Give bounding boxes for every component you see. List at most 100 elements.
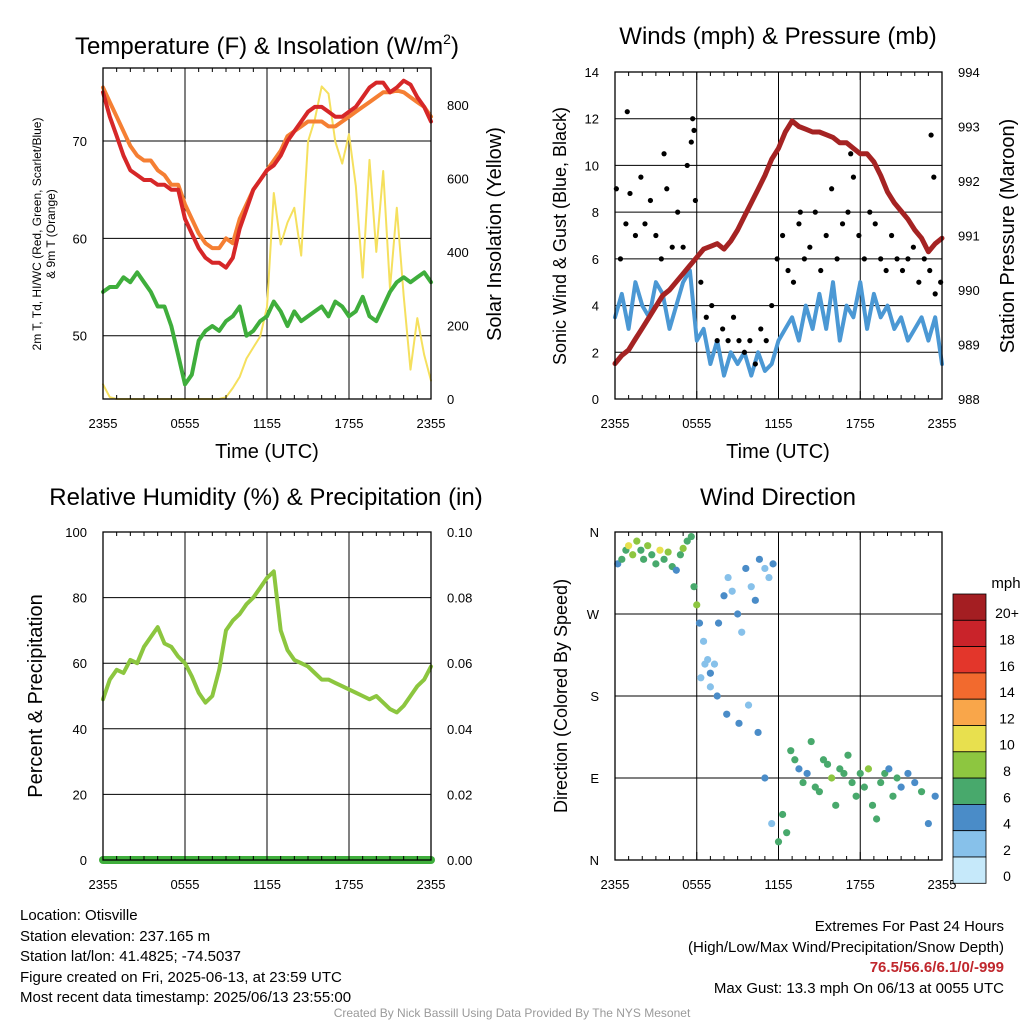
extremes-info: Extremes For Past 24 Hours (High/Low/Max… — [688, 917, 1004, 999]
gust-point — [703, 314, 709, 320]
direction-point — [676, 551, 685, 559]
wind-ylabel: Sonic Wind & Gust (Blue, Black) — [550, 107, 570, 365]
direction-point — [738, 628, 746, 636]
gust-point — [680, 244, 686, 250]
colorbar-label: 12 — [999, 710, 1015, 726]
colorbar-label: 18 — [999, 631, 1015, 647]
colorbar-label: 8 — [1003, 763, 1011, 779]
gust-point — [709, 302, 715, 309]
gust-point — [688, 139, 694, 145]
dir-ylabel: Direction (Colored By Speed) — [551, 579, 571, 813]
gust-point — [878, 256, 884, 262]
gust-point — [684, 162, 690, 169]
y-tick-label: 6 — [592, 252, 599, 267]
temperature-panel: Temperature (F) & Insolation (W/m2) 2355… — [30, 31, 506, 463]
colorbar-swatch — [952, 646, 987, 674]
direction-point — [618, 555, 626, 563]
temp-title: Temperature (F) & Insolation (W/m2) — [75, 31, 459, 60]
direction-point — [724, 573, 732, 582]
wind-ticks-layer: 2355 0555 1155 1755 235502468101214988989990… — [585, 65, 980, 431]
direction-point — [710, 660, 719, 668]
gust-point — [747, 338, 753, 344]
station-latlon: Station lat/lon: 41.4825; -74.5037 — [20, 948, 242, 965]
y-tick-label: 0 — [592, 392, 599, 407]
y2-tick-label: 994 — [958, 65, 980, 80]
y-tick-label: 4 — [592, 299, 599, 314]
y2-tick-label: 993 — [958, 120, 980, 135]
colorbar-label: 6 — [1003, 789, 1011, 805]
colorbar-label: 4 — [1003, 816, 1011, 832]
sonic-wind-line — [613, 268, 944, 378]
gust-point — [617, 256, 624, 262]
colorbar-label: 0 — [1003, 868, 1011, 884]
gust-point — [669, 244, 675, 250]
direction-point — [877, 778, 885, 787]
direction-point — [687, 532, 695, 541]
direction-point — [778, 810, 787, 819]
y-tick-label: 100 — [65, 525, 87, 540]
y-tick-label: E — [590, 771, 599, 786]
direction-point — [644, 542, 652, 550]
direction-point — [723, 710, 731, 718]
x-tick-label: 1155 — [253, 416, 281, 431]
gust-point — [916, 279, 922, 285]
y2-tick-label: 988 — [958, 392, 980, 407]
direction-point — [625, 542, 633, 550]
direction-point — [864, 765, 873, 773]
direction-point — [844, 751, 852, 759]
dewpoint-line — [101, 270, 433, 387]
rh-panel: Relative Humidity (%) & Precipitation (i… — [25, 484, 483, 892]
y-tick-label: 10 — [585, 158, 599, 173]
direction-point — [783, 829, 791, 837]
direction-point — [656, 546, 664, 554]
direction-point — [795, 765, 803, 773]
x-tick-label: 2355 — [928, 877, 957, 892]
y2-tick-label: 0.10 — [447, 525, 472, 540]
direction-point — [815, 788, 823, 796]
colorbar-swatch — [952, 593, 987, 621]
y2-tick-label: 0.02 — [447, 787, 472, 802]
gust-point — [690, 116, 696, 122]
y2-tick-label: 400 — [447, 245, 469, 260]
direction-point — [911, 778, 919, 787]
direction-point — [803, 769, 811, 778]
direction-point — [768, 819, 776, 828]
gust-point — [905, 256, 911, 262]
y2-tick-label: 0 — [447, 392, 454, 407]
y2-tick-label: 0.06 — [447, 656, 472, 671]
direction-point — [755, 555, 764, 563]
gust-point — [807, 244, 813, 250]
direction-point — [828, 774, 836, 782]
gust-point — [785, 267, 791, 274]
direction-point — [751, 596, 759, 604]
y2-tick-label: 0.04 — [447, 722, 472, 737]
direction-point — [633, 537, 641, 545]
colorbar-swatch — [952, 751, 987, 779]
gust-point — [720, 326, 726, 332]
direction-point — [823, 760, 832, 768]
gust-point — [823, 232, 829, 239]
gust-point — [769, 302, 775, 309]
gust-point — [752, 361, 758, 367]
y2-tick-label: 990 — [958, 283, 980, 298]
colorbar-label: 20+ — [995, 605, 1019, 621]
gust-point — [638, 174, 644, 180]
wind-title: Winds (mph) & Pressure (mb) — [619, 23, 936, 50]
y-tick-label: 80 — [73, 591, 87, 606]
x-tick-label: 1155 — [765, 416, 793, 431]
dir-title: Wind Direction — [700, 484, 856, 511]
direction-point — [889, 792, 897, 800]
gust-point — [664, 186, 670, 192]
colorbar-label: 2 — [1003, 842, 1011, 858]
temp-xlabel: Time (UTC) — [215, 441, 319, 463]
x-tick-label: 1755 — [335, 877, 364, 892]
gust-point — [834, 256, 840, 262]
direction-point — [690, 583, 698, 591]
gust-point — [932, 291, 938, 297]
x-tick-label: 2355 — [601, 416, 630, 431]
gust-point — [899, 267, 906, 274]
wind-panel: Winds (mph) & Pressure (mb) 2355 0555 1155… — [550, 23, 1019, 463]
temp-y2label: Solar Insolation (Yellow) — [484, 127, 506, 341]
extremes-title: Extremes For Past 24 Hours — [814, 918, 1004, 935]
